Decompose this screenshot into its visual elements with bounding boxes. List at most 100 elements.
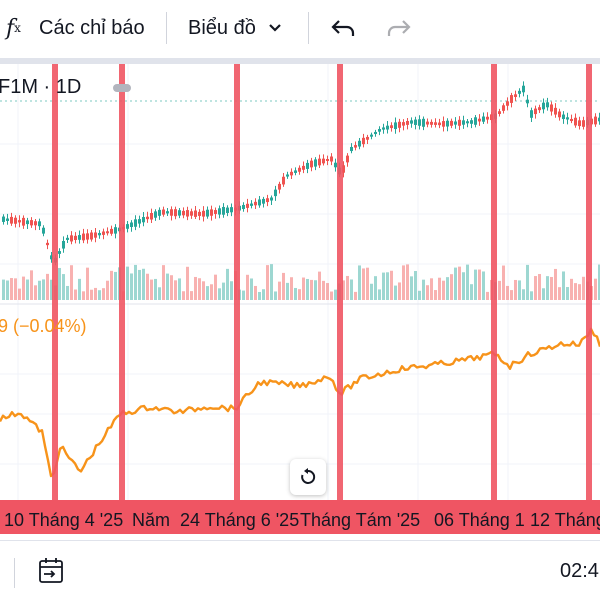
chevron-down-icon[interactable] xyxy=(268,0,282,56)
candle-body xyxy=(286,174,289,177)
candle-body xyxy=(506,101,509,106)
volume-bar xyxy=(342,280,345,300)
candle-body xyxy=(262,198,265,204)
candle-body xyxy=(558,111,561,118)
candle-body xyxy=(178,210,181,216)
candle-body xyxy=(578,120,581,127)
volume-bar xyxy=(442,280,445,300)
candle-body xyxy=(42,227,45,234)
volume-bar xyxy=(594,278,597,300)
candle-body xyxy=(398,121,401,128)
volume-bar xyxy=(286,282,289,300)
collapse-handle[interactable] xyxy=(113,84,131,92)
candle-body xyxy=(226,207,229,213)
candle-body xyxy=(22,217,25,226)
candle-body xyxy=(182,210,185,216)
volume-bar xyxy=(570,278,573,300)
candle-body xyxy=(406,120,409,125)
volume-bar xyxy=(530,291,533,300)
volume-bar xyxy=(202,281,205,300)
candle-body xyxy=(214,210,217,214)
volume-bar xyxy=(190,291,193,300)
candle-body xyxy=(298,167,301,172)
volume-bar xyxy=(86,267,89,300)
volume-bar xyxy=(534,276,537,300)
volume-bar xyxy=(558,287,561,300)
candle-body xyxy=(242,204,245,210)
volume-bar xyxy=(498,280,501,300)
price-chart[interactable] xyxy=(0,64,600,534)
volume-bar xyxy=(254,285,257,300)
volume-bar xyxy=(206,286,209,300)
candle-body xyxy=(250,203,253,206)
volume-bar xyxy=(210,284,213,300)
volume-bar xyxy=(582,276,585,300)
volume-bar xyxy=(386,272,389,300)
candle-body xyxy=(38,221,41,227)
candle-body xyxy=(154,211,157,218)
volume-bar xyxy=(142,268,145,300)
chart-type-button[interactable]: Biểu đồ xyxy=(188,16,256,39)
candle-body xyxy=(502,105,505,111)
candle-body xyxy=(450,120,453,126)
candle-body xyxy=(326,158,329,162)
volume-bar xyxy=(70,265,73,300)
volume-bar xyxy=(226,268,229,300)
undo-icon[interactable] xyxy=(330,0,356,56)
volume-bar xyxy=(538,274,541,300)
candle-body xyxy=(454,121,457,125)
volume-bar xyxy=(178,278,181,300)
indicators-button[interactable]: Các chỉ báo xyxy=(39,16,145,39)
indicator-change: 9 (−0.04%) xyxy=(0,316,87,336)
volume-bar xyxy=(446,277,449,300)
redo-icon[interactable] xyxy=(386,0,412,56)
time-axis-label: 06 Tháng 1 xyxy=(434,510,525,530)
candle-body xyxy=(594,116,597,125)
volume-bar xyxy=(414,270,417,300)
calendar-range-icon[interactable] xyxy=(36,556,66,591)
highlight-bar xyxy=(491,64,497,500)
volume-bar xyxy=(578,284,581,300)
volume-bar xyxy=(182,291,185,300)
volume-bar xyxy=(218,288,221,300)
candle-body xyxy=(314,159,317,167)
volume-bar xyxy=(106,280,109,300)
candle-body xyxy=(282,176,285,185)
volume-bar xyxy=(298,289,301,300)
volume-bar xyxy=(410,276,413,300)
highlight-bar xyxy=(52,64,58,500)
volume-bars xyxy=(2,264,600,300)
volume-bar xyxy=(222,282,225,300)
candle-body xyxy=(566,117,569,120)
highlight-bar xyxy=(337,64,343,500)
volume-bar xyxy=(550,276,553,300)
candle-body xyxy=(2,216,5,222)
volume-bar xyxy=(402,265,405,300)
volume-bar xyxy=(450,274,453,300)
symbol-label[interactable]: F1M · 1D xyxy=(0,76,82,98)
volume-bar xyxy=(130,273,133,300)
candle-body xyxy=(342,165,345,173)
candle-body xyxy=(138,219,141,224)
candle-body xyxy=(6,218,9,221)
reset-chart-button[interactable] xyxy=(290,459,326,495)
time-axis[interactable] xyxy=(0,500,600,534)
chart-grid xyxy=(0,64,600,500)
volume-bar xyxy=(394,285,397,300)
volume-bar xyxy=(186,266,189,300)
candle-body xyxy=(174,209,177,217)
volume-bar xyxy=(518,280,521,300)
candle-body xyxy=(46,242,49,246)
candle-body xyxy=(10,216,13,224)
volume-bar xyxy=(370,283,373,300)
candle-body xyxy=(550,104,553,112)
volume-bar xyxy=(290,277,293,300)
candle-body xyxy=(166,211,169,214)
volume-bar xyxy=(94,287,97,300)
volume-bar xyxy=(34,285,37,300)
candle-body xyxy=(574,117,577,126)
candle-body xyxy=(310,160,313,168)
volume-bar xyxy=(50,279,53,300)
candle-body xyxy=(230,207,233,213)
